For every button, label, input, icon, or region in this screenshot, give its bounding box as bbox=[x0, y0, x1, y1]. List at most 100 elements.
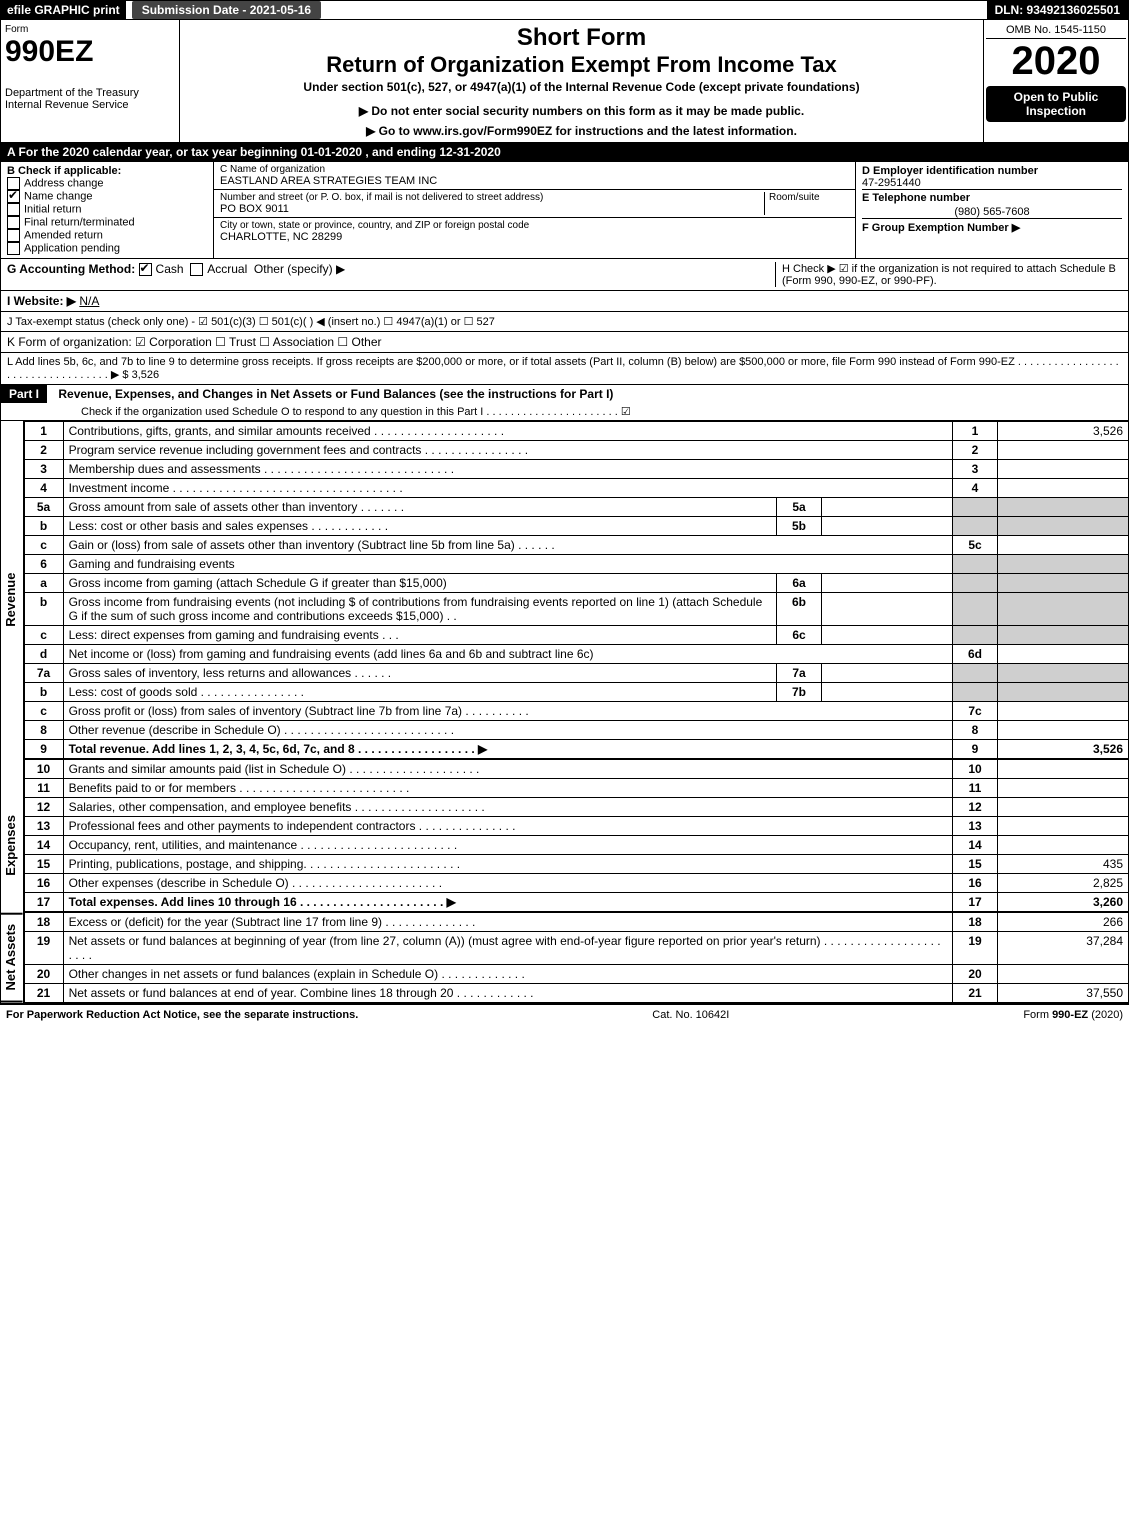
line-row: 17Total expenses. Add lines 10 through 1… bbox=[24, 893, 1128, 913]
section-g-h: G Accounting Method: Cash Accrual Other … bbox=[0, 259, 1129, 291]
section-a-taxyear: A For the 2020 calendar year, or tax yea… bbox=[0, 143, 1129, 162]
g-cash: Cash bbox=[156, 262, 184, 276]
revenue-vlabel: Revenue bbox=[1, 421, 23, 779]
line-row: bLess: cost or other basis and sales exp… bbox=[24, 517, 1128, 536]
c-room-label: Room/suite bbox=[769, 192, 849, 203]
subtitle: Under section 501(c), 527, or 4947(a)(1)… bbox=[184, 80, 979, 94]
section-l: L Add lines 5b, 6c, and 7b to line 9 to … bbox=[0, 353, 1129, 385]
open-public-badge: Open to Public Inspection bbox=[986, 86, 1126, 122]
line-row: 21Net assets or fund balances at end of … bbox=[24, 984, 1128, 1003]
e-phone-label: E Telephone number bbox=[862, 189, 1122, 206]
section-j: J Tax-exempt status (check only one) - ☑… bbox=[0, 312, 1129, 332]
irs-label: Internal Revenue Service bbox=[5, 99, 175, 111]
part1-check-line: Check if the organization used Schedule … bbox=[1, 403, 1128, 420]
expenses-vlabel: Expenses bbox=[1, 779, 23, 915]
lines-table: 1Contributions, gifts, grants, and simil… bbox=[24, 421, 1129, 1003]
part1-header-row: Part I Revenue, Expenses, and Changes in… bbox=[0, 385, 1129, 421]
line-row: 10Grants and similar amounts paid (list … bbox=[24, 759, 1128, 779]
phone-value: (980) 565-7608 bbox=[862, 206, 1122, 218]
line-row: 15Printing, publications, postage, and s… bbox=[24, 855, 1128, 874]
submission-date-label: Submission Date - 2021-05-16 bbox=[132, 1, 321, 19]
line-row: 19Net assets or fund balances at beginni… bbox=[24, 932, 1128, 965]
line-row: 11Benefits paid to or for members . . . … bbox=[24, 779, 1128, 798]
g-cash-checkbox[interactable] bbox=[139, 263, 152, 276]
ssn-warning: ▶ Do not enter social security numbers o… bbox=[184, 104, 979, 118]
org-info-block: B Check if applicable: Address changeNam… bbox=[0, 162, 1129, 259]
c-name-label: C Name of organization bbox=[220, 164, 849, 175]
website-value: N/A bbox=[79, 294, 99, 308]
footer-left: For Paperwork Reduction Act Notice, see … bbox=[6, 1009, 358, 1021]
line-row: 2Program service revenue including gover… bbox=[24, 441, 1128, 460]
form-number: 990EZ bbox=[5, 35, 175, 69]
part1-label: Part I bbox=[1, 385, 47, 403]
netassets-vlabel: Net Assets bbox=[1, 914, 23, 1003]
goto-link[interactable]: ▶ Go to www.irs.gov/Form990EZ for instru… bbox=[184, 124, 979, 138]
line-row: 12Salaries, other compensation, and empl… bbox=[24, 798, 1128, 817]
line-row: 1Contributions, gifts, grants, and simil… bbox=[24, 422, 1128, 441]
section-b-header: B Check if applicable: bbox=[7, 165, 207, 177]
checkbox-icon[interactable] bbox=[7, 203, 20, 216]
top-bar: efile GRAPHIC print Submission Date - 20… bbox=[0, 0, 1129, 20]
efile-label: efile GRAPHIC print bbox=[1, 1, 126, 19]
line-row: dNet income or (loss) from gaming and fu… bbox=[24, 645, 1128, 664]
title-short-form: Short Form bbox=[184, 24, 979, 52]
line-row: 4Investment income . . . . . . . . . . .… bbox=[24, 479, 1128, 498]
omb-number: OMB No. 1545-1150 bbox=[986, 22, 1126, 39]
line-row: aGross income from gaming (attach Schedu… bbox=[24, 574, 1128, 593]
org-city: CHARLOTTE, NC 28299 bbox=[220, 231, 849, 243]
c-street-label: Number and street (or P. O. box, if mail… bbox=[220, 192, 764, 203]
line-row: cGross profit or (loss) from sales of in… bbox=[24, 702, 1128, 721]
form-header: Form 990EZ Department of the Treasury In… bbox=[0, 20, 1129, 143]
part1-title: Revenue, Expenses, and Changes in Net As… bbox=[50, 387, 613, 401]
footer-mid: Cat. No. 10642I bbox=[652, 1009, 729, 1021]
line-row: 6Gaming and fundraising events bbox=[24, 555, 1128, 574]
checkbox-icon[interactable] bbox=[7, 242, 20, 255]
line-row: cGain or (loss) from sale of assets othe… bbox=[24, 536, 1128, 555]
b-check-item: Name change bbox=[7, 190, 207, 203]
section-labels-col: Revenue Expenses Net Assets bbox=[1, 421, 24, 1003]
header-left: Form 990EZ Department of the Treasury In… bbox=[1, 20, 180, 142]
tax-year: 2020 bbox=[986, 39, 1126, 84]
section-d-e-f: D Employer identification number 47-2951… bbox=[855, 162, 1128, 258]
dept-label: Department of the Treasury bbox=[5, 87, 175, 99]
b-check-item: Final return/terminated bbox=[7, 216, 207, 229]
header-mid: Short Form Return of Organization Exempt… bbox=[180, 20, 983, 142]
header-right: OMB No. 1545-1150 2020 Open to Public In… bbox=[983, 20, 1128, 142]
section-b: B Check if applicable: Address changeNam… bbox=[1, 162, 214, 258]
checkbox-icon[interactable] bbox=[7, 216, 20, 229]
org-name: EASTLAND AREA STRATEGIES TEAM INC bbox=[220, 175, 849, 187]
line-row: 9Total revenue. Add lines 1, 2, 3, 4, 5c… bbox=[24, 740, 1128, 760]
c-city-label: City or town, state or province, country… bbox=[220, 220, 849, 231]
i-label: I Website: ▶ bbox=[7, 294, 76, 308]
g-accrual-checkbox[interactable] bbox=[190, 263, 203, 276]
section-i: I Website: ▶ N/A bbox=[0, 291, 1129, 312]
line-row: 14Occupancy, rent, utilities, and mainte… bbox=[24, 836, 1128, 855]
page-footer: For Paperwork Reduction Act Notice, see … bbox=[0, 1003, 1129, 1025]
checkbox-icon[interactable] bbox=[7, 229, 20, 242]
b-check-item: Application pending bbox=[7, 242, 207, 255]
b-check-item: Address change bbox=[7, 177, 207, 190]
line-row: 5aGross amount from sale of assets other… bbox=[24, 498, 1128, 517]
line-row: 18Excess or (deficit) for the year (Subt… bbox=[24, 912, 1128, 932]
g-label: G Accounting Method: bbox=[7, 262, 135, 276]
b-check-item: Amended return bbox=[7, 229, 207, 242]
line-row: 16Other expenses (describe in Schedule O… bbox=[24, 874, 1128, 893]
line-row: 8Other revenue (describe in Schedule O) … bbox=[24, 721, 1128, 740]
section-c: C Name of organization EASTLAND AREA STR… bbox=[214, 162, 855, 258]
d-ein-label: D Employer identification number bbox=[862, 165, 1122, 177]
line-row: 13Professional fees and other payments t… bbox=[24, 817, 1128, 836]
form-word: Form bbox=[5, 24, 175, 35]
checkbox-icon[interactable] bbox=[7, 190, 20, 203]
dln-label: DLN: 93492136025501 bbox=[987, 1, 1128, 19]
line-row: 20Other changes in net assets or fund ba… bbox=[24, 965, 1128, 984]
section-h-text: H Check ▶ ☑ if the organization is not r… bbox=[775, 262, 1122, 287]
line-row: bLess: cost of goods sold . . . . . . . … bbox=[24, 683, 1128, 702]
b-check-item: Initial return bbox=[7, 203, 207, 216]
line-row: 3Membership dues and assessments . . . .… bbox=[24, 460, 1128, 479]
ein-value: 47-2951440 bbox=[862, 177, 1122, 189]
g-other: Other (specify) ▶ bbox=[254, 262, 345, 276]
line-row: bGross income from fundraising events (n… bbox=[24, 593, 1128, 626]
title-return: Return of Organization Exempt From Incom… bbox=[184, 52, 979, 78]
line-row: cLess: direct expenses from gaming and f… bbox=[24, 626, 1128, 645]
f-group-label: F Group Exemption Number ▶ bbox=[862, 218, 1122, 236]
